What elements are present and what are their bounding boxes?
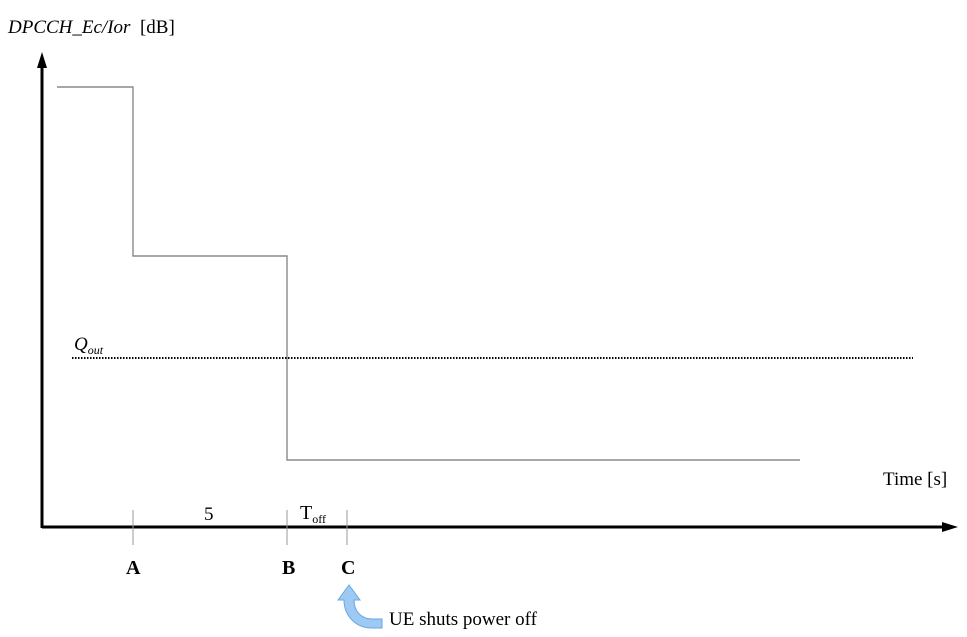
threshold-symbol: Q xyxy=(74,334,88,355)
tick-label-a: A xyxy=(126,557,141,579)
x-axis-arrowhead xyxy=(942,522,958,532)
y-axis-arrowhead xyxy=(37,52,47,68)
toff-subscript: off xyxy=(312,512,326,526)
interval-label: 5 xyxy=(204,504,214,525)
x-axis-title: Time [s] xyxy=(883,469,948,490)
y-axis-quantity: DPCCH_Ec/Ior xyxy=(8,17,131,38)
power-off-arrow-icon xyxy=(337,584,383,629)
power-step-line xyxy=(57,86,800,461)
tick-label-b: B xyxy=(282,557,296,579)
tick-label-c: C xyxy=(341,557,356,579)
y-axis-title: DPCCH_Ec/Ior [dB] xyxy=(8,17,175,39)
toff-symbol: T xyxy=(300,502,313,524)
toff-label: Toff xyxy=(300,502,326,527)
threshold-subscript: out xyxy=(87,343,104,357)
power-off-annotation: UE shuts power off xyxy=(389,609,537,630)
threshold-label: Qout xyxy=(74,334,103,358)
y-axis-unit: [dB] xyxy=(139,17,175,38)
